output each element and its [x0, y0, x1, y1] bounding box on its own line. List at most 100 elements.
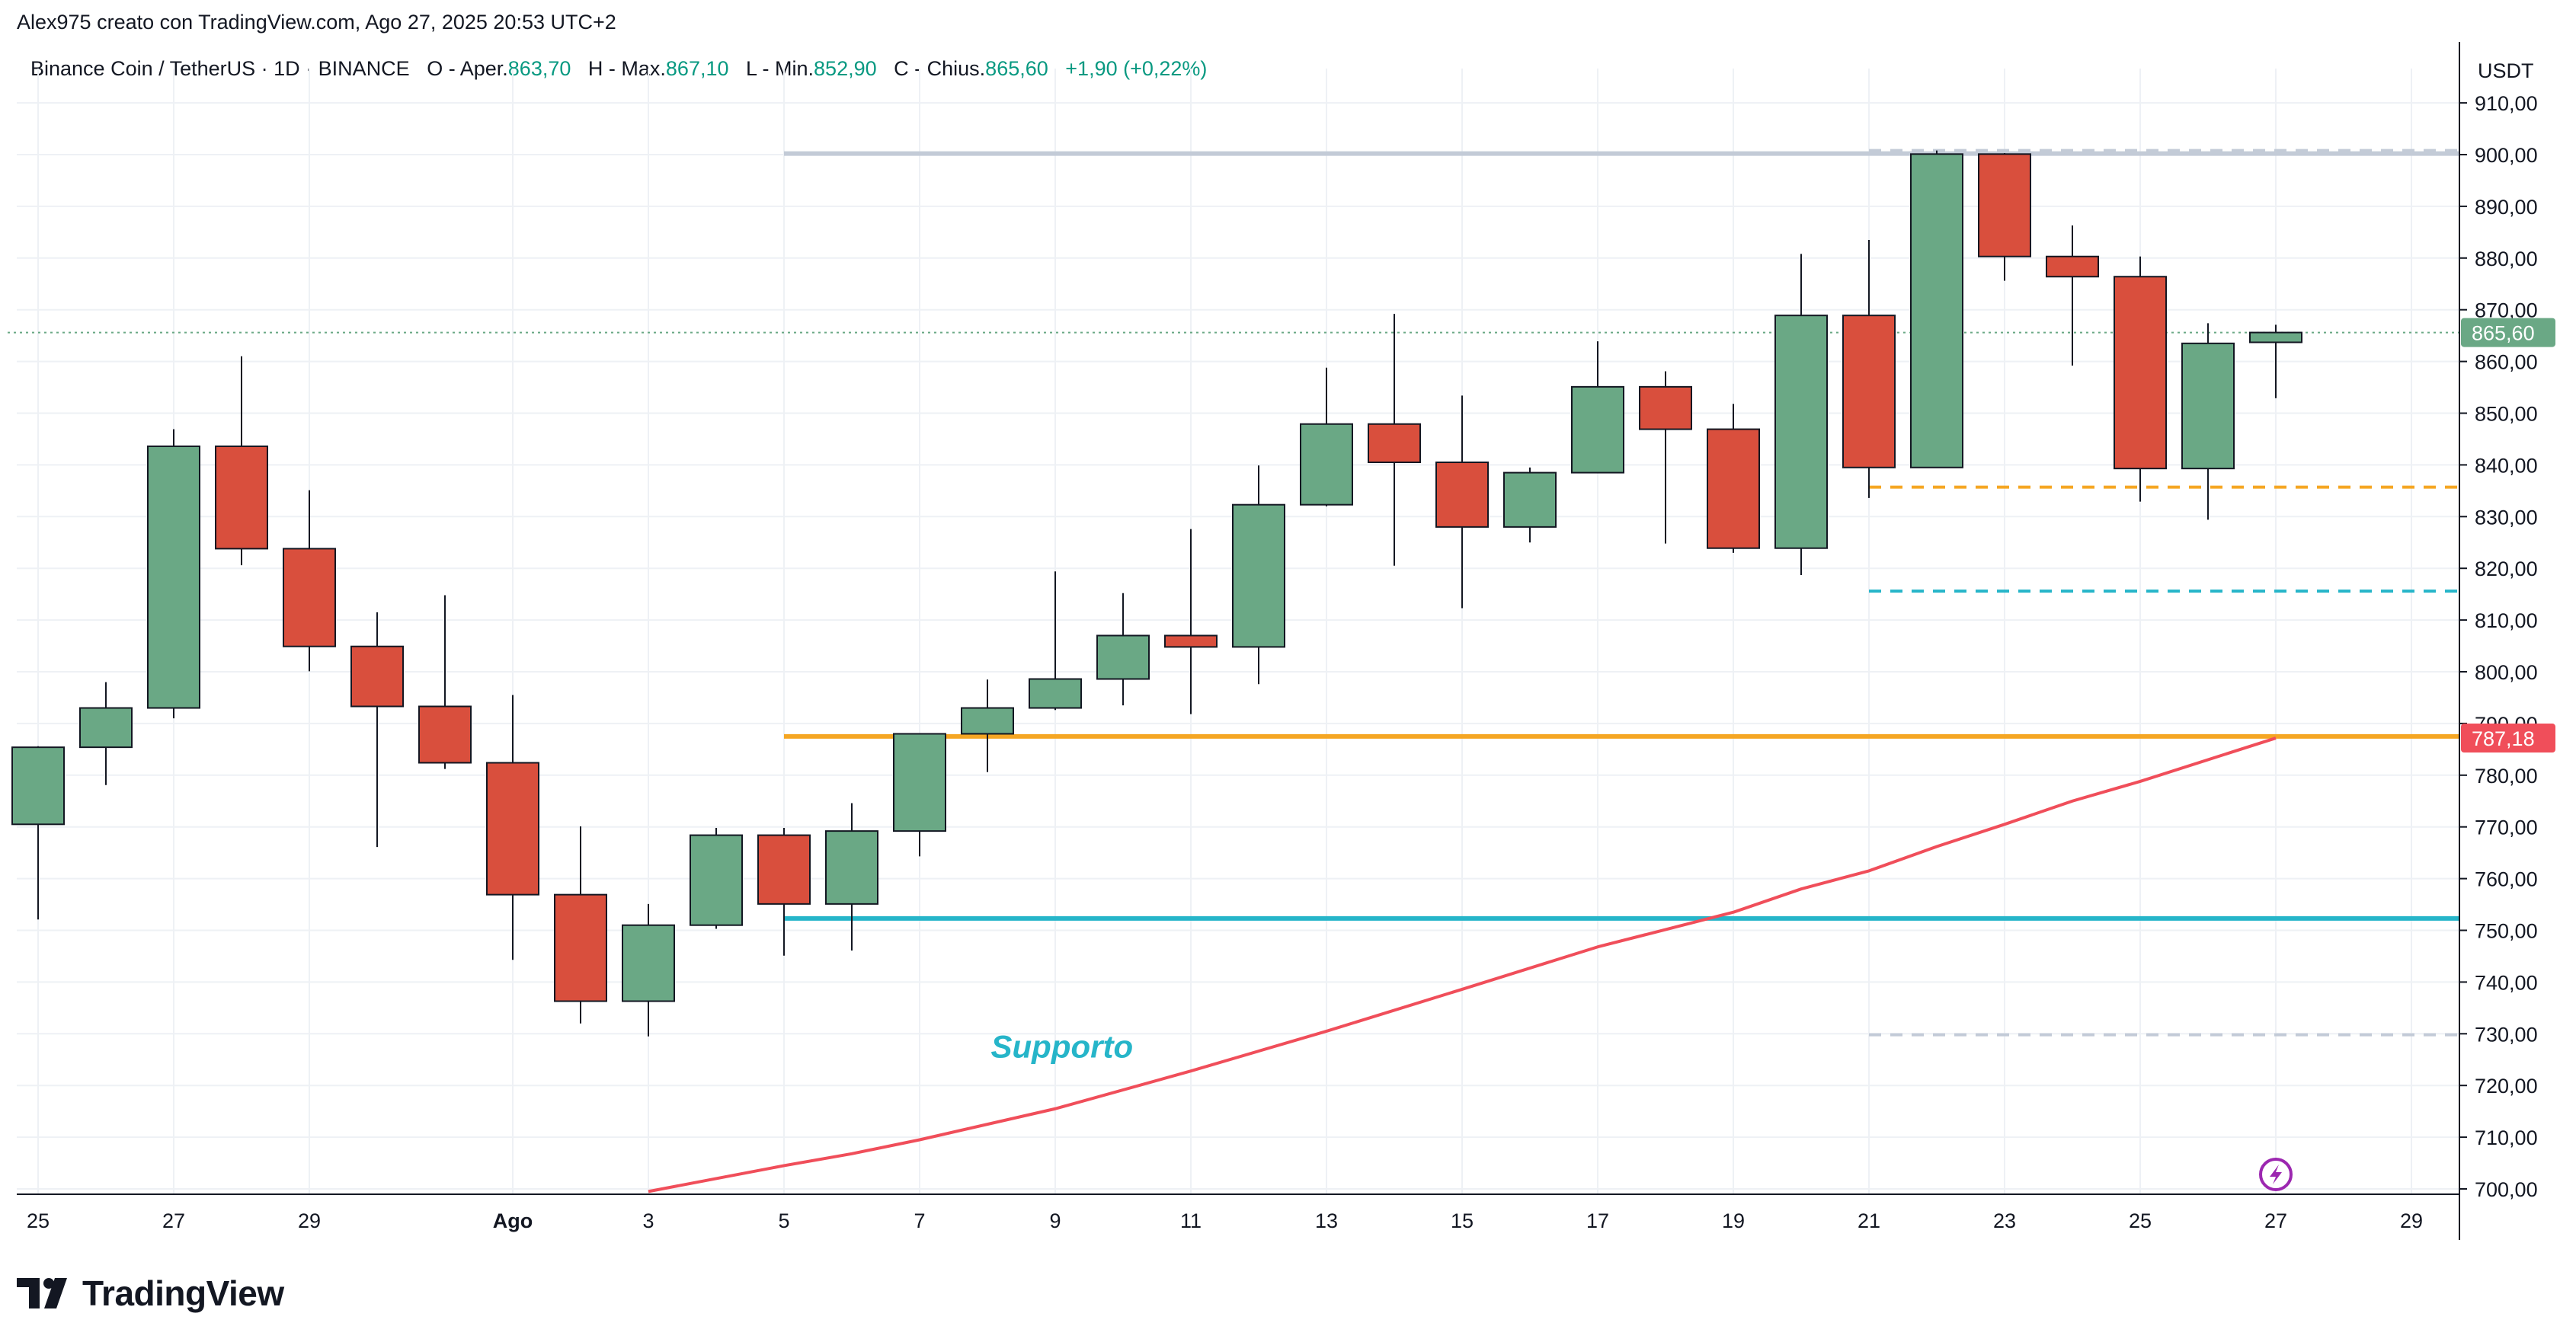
candle-up[interactable] [11, 746, 65, 920]
candle-down[interactable] [283, 490, 336, 672]
candle-body [1300, 423, 1353, 506]
candle-down[interactable] [1368, 314, 1421, 566]
candle-up[interactable] [2181, 323, 2235, 520]
price-tick-label: 720,00 [2475, 1075, 2538, 1098]
price-tag-box [2461, 724, 2555, 753]
candle-down[interactable] [2114, 256, 2167, 502]
open-label: O - Aper. [427, 57, 508, 80]
candle-body [1164, 634, 1218, 648]
price-axis[interactable]: 700,00 710,00 720,00 730,00 740,00 750,00 760,… [2459, 92, 2538, 1201]
candle-up[interactable] [622, 903, 675, 1037]
last-price-tag[interactable]: 865,60 [2461, 318, 2555, 347]
high-value: 867,10 [665, 57, 729, 80]
time-tick-label: 9 [1049, 1209, 1061, 1232]
candle-body [1029, 678, 1082, 709]
symbol-legend: Binance Coin / TetherUS · 1D · BINANCE O… [30, 57, 1207, 81]
price-tick-label: 740,00 [2475, 971, 2538, 994]
time-tick-label: 21 [1858, 1209, 1880, 1232]
price-tick-label: 900,00 [2475, 144, 2538, 167]
candle-down[interactable] [757, 828, 811, 956]
candle-body [893, 733, 946, 832]
candle-down[interactable] [1978, 152, 2031, 281]
lightning-icon [2270, 1164, 2282, 1184]
candle-body [1435, 462, 1489, 528]
currency-label[interactable]: USDT [2478, 59, 2534, 82]
price-tick-label: 840,00 [2475, 454, 2538, 477]
candle-body [79, 707, 133, 749]
candle-up[interactable] [1029, 571, 1082, 711]
low-label: L - Min. [746, 57, 814, 80]
grid [17, 69, 2459, 1194]
candle-body [2249, 331, 2302, 343]
symbol-name[interactable]: Binance Coin / TetherUS · 1D · BINANCE [30, 57, 410, 80]
candle-body [215, 445, 268, 550]
candle-body [825, 830, 878, 905]
candle-up[interactable] [1232, 465, 1285, 685]
candle-up[interactable] [2249, 324, 2302, 398]
candle-body [1910, 153, 1963, 468]
candle-body [1707, 428, 1760, 549]
candle-up[interactable] [1503, 467, 1557, 543]
time-tick-label: 15 [1451, 1209, 1474, 1232]
price-tag-box [2461, 318, 2555, 347]
candle-up[interactable] [147, 429, 200, 719]
moving-average-line[interactable] [648, 737, 2277, 1193]
candle-body [350, 645, 404, 708]
candle-up[interactable] [961, 679, 1014, 772]
candle-body [690, 834, 743, 926]
time-tick-label: 23 [1993, 1209, 2016, 1232]
candle-down[interactable] [1842, 240, 1896, 498]
candle-down[interactable] [1707, 404, 1760, 553]
candle-down[interactable] [418, 595, 472, 769]
supporto-label[interactable]: Supporto [991, 1028, 1134, 1064]
candle-up[interactable] [1774, 254, 1828, 576]
time-tick-label: 29 [298, 1209, 321, 1232]
time-month-label: Ago [493, 1209, 533, 1232]
time-axis[interactable]: 25 27 29 Ago 3 5 7 9 11 13 15 17 19 21 23 25 27 29 [27, 1209, 2423, 1232]
price-tag-label: 865,60 [2472, 322, 2535, 345]
candle-body [486, 762, 539, 896]
tradingview-branding[interactable]: TradingView [17, 1270, 284, 1316]
candle-down[interactable] [554, 826, 607, 1024]
price-tick-label: 750,00 [2475, 920, 2538, 943]
candle-up[interactable] [893, 733, 946, 857]
candle-down[interactable] [486, 695, 539, 960]
candle-down[interactable] [1164, 529, 1218, 714]
candle-body [1232, 503, 1285, 648]
candle-body [961, 707, 1014, 735]
candle-up[interactable] [690, 828, 743, 929]
candle-down[interactable] [1639, 371, 1692, 544]
lightning-event-icon[interactable] [2259, 1157, 2293, 1191]
price-tick-label: 890,00 [2475, 196, 2538, 219]
candle-down[interactable] [215, 356, 268, 566]
candle-body [1503, 471, 1557, 528]
candle-down[interactable] [350, 612, 404, 848]
candle-up[interactable] [79, 682, 133, 785]
candle-up[interactable] [1910, 150, 1963, 468]
price-tick-label: 880,00 [2475, 248, 2538, 270]
candle-body [1842, 315, 1896, 468]
candle-up[interactable] [1096, 593, 1150, 706]
ma-price-tag[interactable]: 787,18 [2461, 724, 2555, 753]
time-tick-label: 17 [1586, 1209, 1609, 1232]
time-tick-label: 5 [778, 1209, 789, 1232]
time-tick-label: 27 [2264, 1209, 2287, 1232]
candles [11, 150, 2302, 1037]
candle-body [418, 705, 472, 764]
close-label: C - Chius. [894, 57, 986, 80]
price-tick-label: 730,00 [2475, 1023, 2538, 1046]
candle-up[interactable] [1571, 341, 1624, 474]
candle-body [1639, 385, 1692, 430]
candle-down[interactable] [1435, 395, 1489, 609]
high-label: H - Max. [587, 57, 666, 80]
time-tick-label: 19 [1722, 1209, 1745, 1232]
candle-up[interactable] [825, 803, 878, 951]
candle-body [1774, 315, 1828, 549]
price-tick-label: 850,00 [2475, 403, 2538, 426]
price-tick-label: 800,00 [2475, 661, 2538, 684]
chart-attribution: Alex975 creato con TradingView.com, Ago … [17, 11, 616, 34]
candle-body [1571, 385, 1624, 474]
candle-up[interactable] [1300, 367, 1353, 506]
candle-down[interactable] [2046, 225, 2099, 366]
